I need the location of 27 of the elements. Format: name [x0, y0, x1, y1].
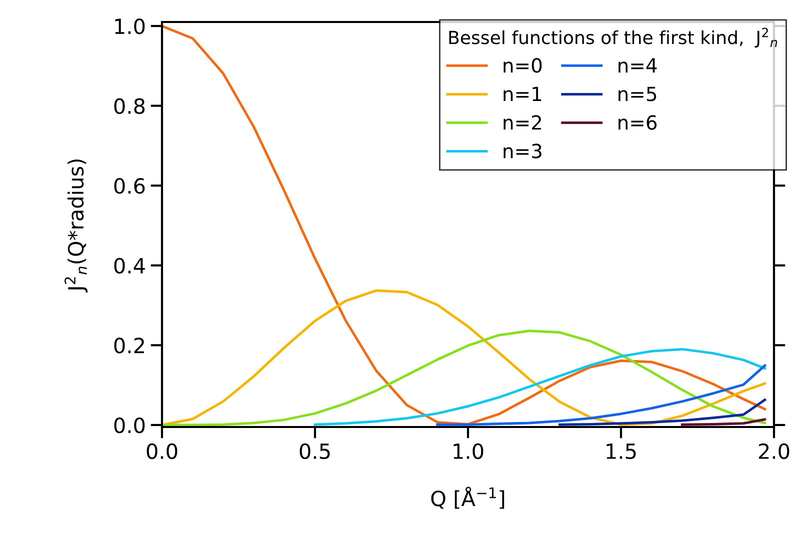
line-series: [162, 24, 766, 426]
line-series: [436, 364, 766, 426]
legend-label: n=5: [618, 86, 656, 102]
legend-label: n=6: [618, 115, 657, 130]
line-series: [162, 330, 766, 426]
line-series: [162, 289, 766, 426]
x-axis-title: Q [Å$^{−1}$]: [431, 486, 504, 509]
legend-label: n=1: [504, 86, 542, 102]
y-tick-label: 0.6: [114, 178, 145, 194]
legend-label: n=0: [504, 58, 542, 73]
line-series: [558, 398, 766, 426]
legend-label: n=3: [504, 144, 542, 158]
y-tick-label: 0.4: [114, 258, 145, 274]
x-tick-label: 1.0: [454, 443, 484, 460]
legend-title: Bessel functions of the first kind, J$^{2}$$_{n}$: [449, 28, 778, 48]
x-tick-label: 0.5: [300, 443, 330, 460]
x-tick-label: 1.5: [606, 444, 636, 460]
y-tick-label: 0.0: [114, 417, 145, 434]
y-tick-label: 0.8: [114, 98, 145, 114]
legend-label: n=4: [618, 58, 657, 72]
x-tick-label: 0.0: [146, 443, 178, 460]
y-tick-label: 1.0: [115, 18, 145, 34]
line-series: [314, 348, 766, 426]
legend-label: n=2: [504, 115, 541, 130]
y-axis-title: J$^{2}$$_{n}$(Q*radius): [64, 159, 88, 292]
x-tick-label: 2.0: [758, 443, 790, 460]
y-tick-label: 0.2: [114, 338, 144, 354]
